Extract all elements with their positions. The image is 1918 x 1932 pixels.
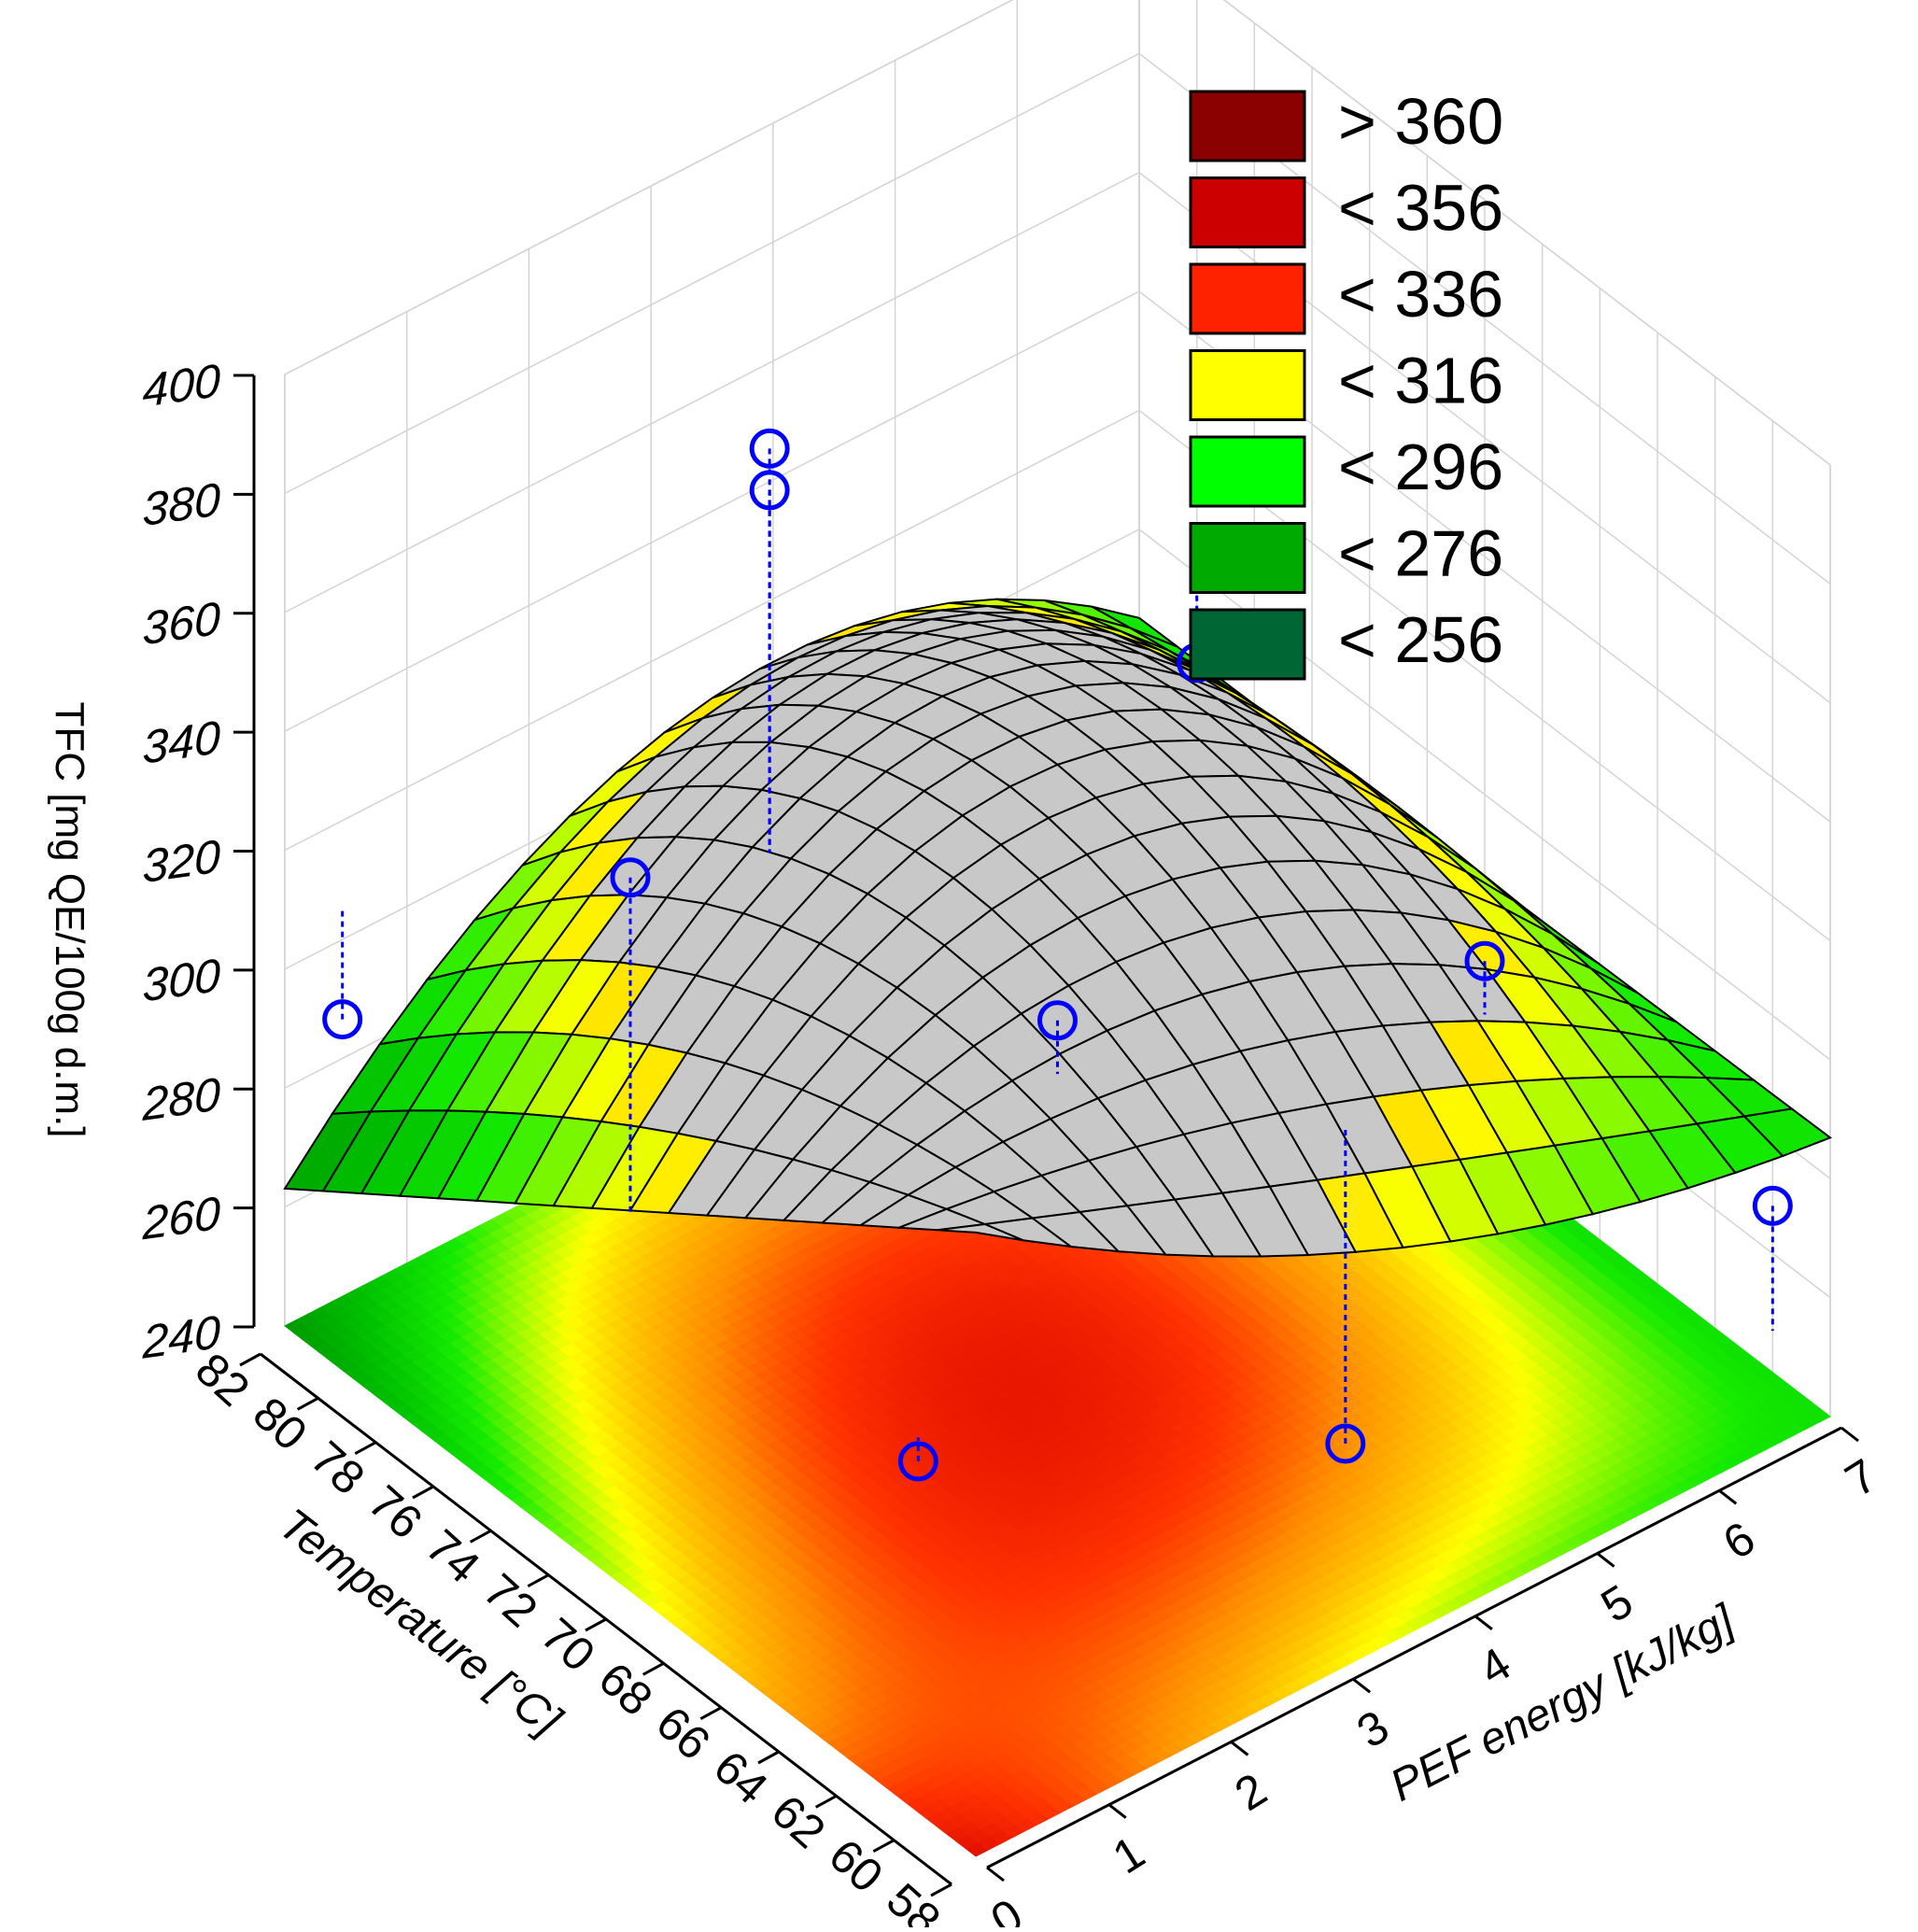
pef-axis-label: PEF energy [kJ/kg] (1383, 1595, 1743, 1812)
z-tick-label: 360 (143, 592, 220, 655)
z-tick-label: 260 (142, 1187, 220, 1250)
pef-tick-label: 3 (1348, 1700, 1398, 1758)
pef-tick-label: 6 (1714, 1512, 1764, 1570)
z-tick-label: 340 (143, 711, 220, 773)
pef-tick (1109, 1805, 1126, 1818)
temperature-tick-label: 70 (531, 1608, 605, 1682)
z-tick-label: 320 (143, 830, 220, 893)
pef-tick-label: 4 (1470, 1637, 1519, 1695)
z-tick-label: 400 (143, 354, 220, 416)
temperature-tick-label: 66 (646, 1697, 720, 1770)
pef-tick (1231, 1742, 1248, 1755)
temperature-tick-label: 62 (762, 1784, 836, 1858)
temperature-tick-label: 60 (819, 1829, 893, 1903)
temperature-tick-label: 64 (704, 1741, 778, 1814)
temperature-tick-label: 74 (416, 1519, 490, 1593)
z-tick-label: 280 (142, 1067, 220, 1131)
temperature-tick-label: 68 (589, 1652, 663, 1726)
temperature-tick-label: 72 (473, 1564, 547, 1638)
pef-tick-label: 2 (1226, 1763, 1276, 1821)
temperature-axis-label: Temperature [°C] (270, 1500, 571, 1747)
z-tick-label: 300 (143, 949, 220, 1011)
pef-tick (1841, 1428, 1858, 1441)
temperature-tick-label: 58 (877, 1873, 951, 1927)
pef-tick-label: 5 (1592, 1574, 1642, 1632)
temperature-tick-label: 76 (359, 1475, 432, 1549)
pef-tick-label: 1 (1104, 1826, 1153, 1883)
pef-tick-label: 7 (1836, 1448, 1885, 1506)
pef-tick (1598, 1554, 1615, 1567)
pef-tick (1719, 1490, 1736, 1503)
pef-tick-label: 0 (981, 1888, 1031, 1927)
pef-tick (1475, 1616, 1492, 1629)
z-tick-label: 380 (143, 473, 220, 536)
pef-tick (1353, 1679, 1370, 1692)
pef-tick (987, 1868, 1004, 1881)
temperature-tick-label: 80 (244, 1387, 317, 1460)
temperature-tick-label: 78 (301, 1431, 374, 1505)
z-axis-label: TFC [mg QE/100g d.m.] (47, 701, 92, 1137)
